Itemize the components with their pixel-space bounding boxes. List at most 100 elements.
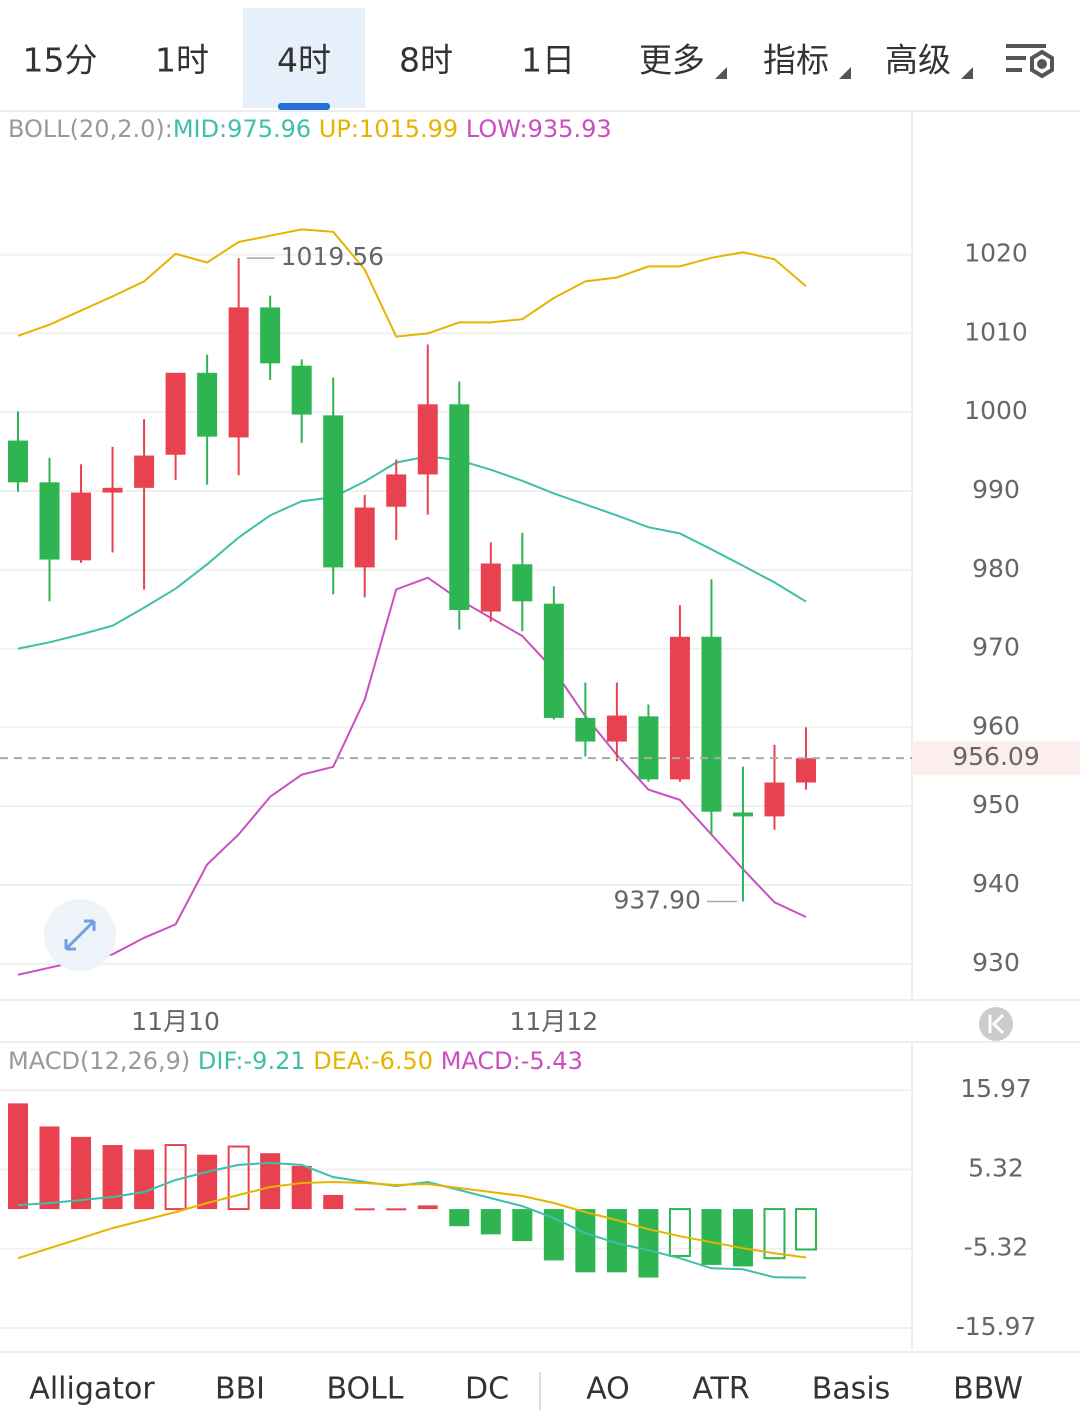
candle-body xyxy=(732,812,753,817)
macd-bar xyxy=(386,1208,407,1211)
tab[interactable]: 4时 xyxy=(277,41,331,80)
macd-bar xyxy=(701,1209,722,1265)
y-tick-label: -5.32 xyxy=(964,1233,1029,1262)
candle-body xyxy=(8,440,28,483)
y-tick-label: 5.32 xyxy=(968,1153,1024,1182)
y-tick-label: 1020 xyxy=(964,239,1028,268)
charts: 930 940 950 960 970 980 990 1000 1010 1020 11月10 11… xyxy=(0,228,1080,1341)
tab[interactable]: 高级 xyxy=(885,41,951,80)
timeframe-tabs: 15分 1时 4时 8时 1日 更多 指标 高级 xyxy=(23,8,973,110)
tab[interactable]: 更多 xyxy=(639,41,705,80)
macd-bar xyxy=(543,1209,564,1261)
macd-bar xyxy=(323,1194,344,1210)
candle-body xyxy=(260,307,281,364)
macd-bar xyxy=(512,1209,533,1242)
candle-body xyxy=(291,365,312,415)
indicator-line xyxy=(17,576,807,976)
candle-body xyxy=(102,487,123,493)
y-tick-label: 950 xyxy=(972,790,1020,819)
expand-button[interactable] xyxy=(44,899,116,971)
macd-bar xyxy=(102,1145,123,1210)
candle-body xyxy=(386,474,407,507)
candle-body xyxy=(638,716,659,780)
macd-bar xyxy=(763,1208,786,1260)
candle-body xyxy=(480,563,501,612)
macd-bar xyxy=(197,1154,218,1210)
macd-bar xyxy=(8,1103,28,1210)
indicator-tab[interactable]: Alligator xyxy=(29,1372,155,1407)
y-tick-label: 940 xyxy=(972,869,1020,898)
tab[interactable]: 8时 xyxy=(399,41,453,80)
macd-legend: MACD(12,26,9) DIF:-9.21 DEA:-6.50 MACD:-… xyxy=(8,1047,583,1075)
indicator-tab[interactable]: AO xyxy=(586,1372,630,1407)
dropdown-indicator xyxy=(715,67,727,79)
indicator-tab[interactable]: ATR xyxy=(692,1372,749,1407)
indicator-tab[interactable]: BBW xyxy=(953,1372,1023,1407)
macd-bar xyxy=(260,1153,281,1210)
macd-bar xyxy=(39,1126,60,1210)
indicator-tab[interactable]: BBI xyxy=(215,1372,265,1407)
legend-item: DIF:-9.21 xyxy=(198,1047,306,1075)
legend-item: MACD:-5.43 xyxy=(441,1047,583,1075)
legend-item: DEA:-6.50 xyxy=(313,1047,433,1075)
y-tick-label: 980 xyxy=(972,554,1020,583)
y-tick-label: 1000 xyxy=(964,396,1028,425)
macd-bar xyxy=(732,1209,753,1267)
candle-body xyxy=(134,455,155,488)
macd-bar xyxy=(606,1209,627,1273)
last-price-tag xyxy=(912,741,1080,776)
reset-button[interactable] xyxy=(979,1007,1013,1041)
candle-body xyxy=(165,372,186,455)
candle-body xyxy=(764,782,785,817)
tab[interactable]: 1日 xyxy=(521,41,575,80)
candle-body xyxy=(669,636,690,780)
y-tick-label: 930 xyxy=(972,948,1020,977)
candle-body xyxy=(354,507,375,568)
candle-body xyxy=(701,636,722,812)
candle-body xyxy=(323,415,344,568)
candle-body xyxy=(71,492,92,561)
macd-bar xyxy=(71,1136,92,1210)
tab-underline xyxy=(278,103,330,110)
tab[interactable]: 1时 xyxy=(155,41,209,80)
macd-bar xyxy=(417,1205,438,1210)
macd-bar xyxy=(480,1209,501,1235)
annotation: 937.90 xyxy=(613,886,700,915)
macd-bar xyxy=(134,1149,155,1210)
candle-body xyxy=(575,717,596,742)
last-price-label: 956.09 xyxy=(952,742,1039,771)
macd-bar xyxy=(668,1208,691,1257)
settings-icon[interactable] xyxy=(1006,44,1054,79)
tab[interactable]: 15分 xyxy=(23,41,98,80)
tab-highlight xyxy=(243,8,365,108)
tab[interactable]: 指标 xyxy=(763,41,829,80)
indicator-tabs: Alligator BBI BOLL DC AO ATR Basis BBW xyxy=(29,1372,1023,1407)
candle-body xyxy=(543,603,564,718)
indicator-line xyxy=(17,1180,807,1260)
macd-bar xyxy=(227,1145,250,1211)
macd-bar xyxy=(449,1209,470,1227)
indicator-line xyxy=(17,228,807,338)
boll-legend: BOLL(20,2.0):MID:975.96 UP:1015.99 LOW:9… xyxy=(8,115,612,143)
macd-bar xyxy=(575,1209,596,1273)
legend-item: MID:975.96 xyxy=(173,115,311,143)
annotation: 1019.56 xyxy=(281,242,384,271)
indicator-tab[interactable]: BOLL xyxy=(326,1372,403,1407)
macd-bar xyxy=(638,1209,659,1278)
candle-body xyxy=(449,404,470,610)
indicator-tab[interactable]: DC xyxy=(465,1372,509,1407)
candle-body xyxy=(228,307,249,438)
x-tick-label: 11月10 xyxy=(131,1007,220,1036)
candle-body xyxy=(796,758,816,783)
y-tick-label: 970 xyxy=(972,633,1020,662)
indicator-tab[interactable]: Basis xyxy=(812,1372,891,1407)
candle-body xyxy=(417,404,438,475)
legend-title: BOLL(20,2.0): xyxy=(8,115,173,143)
y-tick-label: 990 xyxy=(972,475,1020,504)
x-tick-label: 11月12 xyxy=(510,1007,599,1036)
y-tick-label: 1010 xyxy=(964,317,1028,346)
macd-bar xyxy=(291,1165,312,1210)
indicator-line xyxy=(17,455,807,650)
y-tick-label: -15.97 xyxy=(956,1312,1037,1341)
